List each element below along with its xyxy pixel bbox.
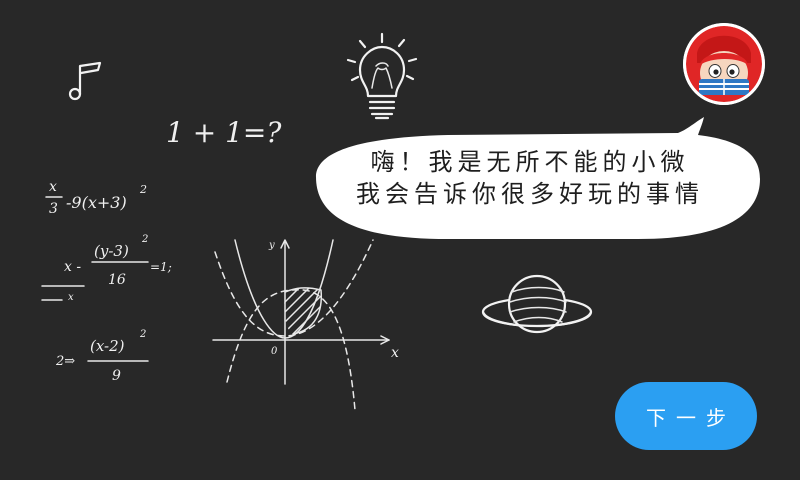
formula-3: 2⇒ (x-2) 2 9 xyxy=(55,329,149,384)
svg-text:x: x xyxy=(391,345,399,361)
svg-text:2: 2 xyxy=(139,183,147,196)
parabola-graph: y x 0 xyxy=(212,239,399,411)
music-note-icon xyxy=(68,61,102,101)
svg-text:x: x xyxy=(49,179,57,195)
svg-text:1 + 1=?: 1 + 1=? xyxy=(166,116,282,149)
svg-text:16: 16 xyxy=(108,272,126,288)
svg-text:2: 2 xyxy=(139,329,146,340)
speech-bubble-text: 嗨！我是无所不能的小微 我会告诉你很多好玩的事情 xyxy=(315,146,745,210)
svg-text:(x-2): (x-2) xyxy=(90,337,125,355)
svg-text:x: x xyxy=(68,292,74,303)
svg-text:x -: x - xyxy=(64,259,81,275)
planet-icon xyxy=(481,274,593,334)
speech-bubble xyxy=(316,117,760,239)
svg-text:3: 3 xyxy=(49,201,58,217)
lightbulb-icon xyxy=(346,32,418,120)
svg-text:(y-3): (y-3) xyxy=(94,242,129,260)
avatar xyxy=(683,23,765,105)
next-step-button[interactable]: 下一步 xyxy=(615,382,757,450)
bubble-line-2: 我会告诉你很多好玩的事情 xyxy=(356,180,704,208)
svg-text:0: 0 xyxy=(271,346,278,357)
formula-2: x - (y-3) 2 16 =1; x xyxy=(41,234,172,303)
svg-text:2⇒: 2⇒ xyxy=(55,354,75,369)
simple-equation: 1 + 1=? xyxy=(166,116,282,149)
bubble-line-1: 嗨！我是无所不能的小微 xyxy=(370,148,690,176)
svg-text:=1;: =1; xyxy=(150,260,172,274)
formula-1: x 3 -9(x+3) 2 xyxy=(45,179,147,217)
svg-text:2: 2 xyxy=(141,234,148,245)
avatar-icon xyxy=(683,23,765,105)
svg-text:y: y xyxy=(268,240,275,251)
svg-text:9: 9 xyxy=(112,368,121,384)
svg-text:-9(x+3): -9(x+3) xyxy=(66,193,127,212)
